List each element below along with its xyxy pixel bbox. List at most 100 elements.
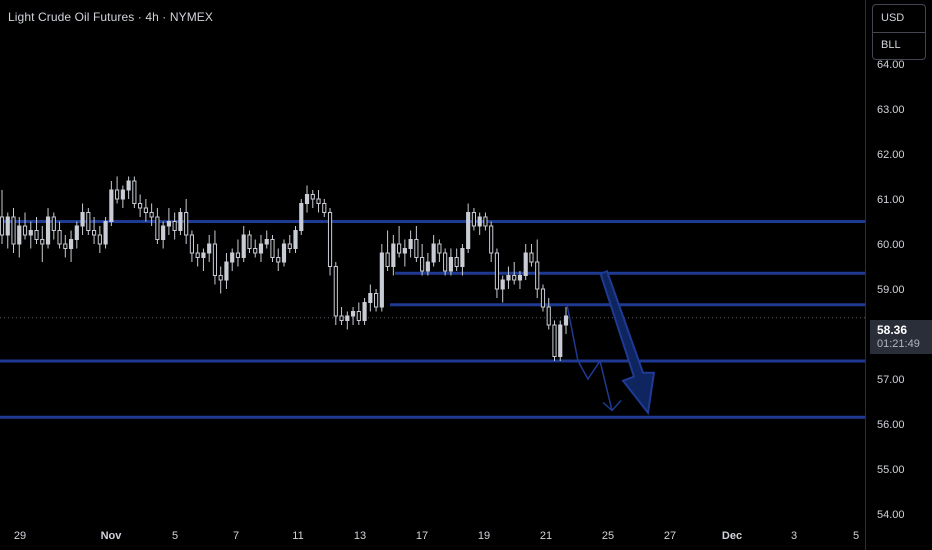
price-axis[interactable]: 64.0063.0062.0061.0060.0059.0058.0057.00…: [877, 59, 905, 521]
candle: [184, 199, 189, 244]
candle: [230, 248, 235, 271]
candles: [0, 176, 569, 361]
candle-body: [408, 239, 413, 249]
candle-body: [74, 225, 79, 240]
candle: [299, 199, 304, 235]
candle: [28, 221, 33, 249]
candle: [420, 244, 425, 276]
candle-body: [563, 315, 569, 326]
candle-body: [494, 252, 500, 290]
candle: [161, 221, 166, 249]
candle-body: [172, 221, 177, 231]
candle: [45, 208, 51, 249]
candle: [535, 239, 540, 298]
candle-body: [17, 225, 22, 245]
candle-body: [368, 293, 373, 303]
candle-body: [270, 239, 275, 258]
candle: [414, 226, 419, 262]
candle: [333, 262, 338, 325]
candle-body: [391, 243, 396, 267]
candle-body: [529, 252, 534, 263]
time-tick-label: 5: [853, 530, 859, 542]
candle-body: [299, 203, 304, 231]
candle: [126, 176, 131, 199]
candle: [138, 194, 143, 217]
projection-zigzag[interactable]: [566, 304, 613, 411]
candle: [195, 244, 200, 267]
candle: [235, 239, 241, 267]
candle-body: [420, 257, 425, 272]
chart-title: Light Crude Oil Futures · 4h · NYMEX: [8, 10, 214, 24]
currency-label[interactable]: USD: [881, 12, 905, 24]
time-tick-label: 21: [540, 530, 552, 542]
candle: [546, 298, 551, 330]
candle: [304, 185, 310, 213]
bar-countdown: 01:21:49: [877, 338, 920, 350]
candle: [391, 235, 396, 276]
candle-body: [517, 275, 523, 281]
candle: [17, 217, 22, 258]
candle-body: [45, 216, 51, 245]
candle-body: [212, 243, 218, 276]
candle-body: [264, 239, 269, 245]
candle: [293, 226, 298, 253]
price-tick-label: 56.00: [877, 419, 905, 431]
time-tick-label: 11: [292, 530, 303, 542]
candle-body: [138, 203, 143, 209]
candle: [402, 239, 407, 267]
candle: [477, 212, 482, 235]
candle: [529, 244, 534, 267]
candle-body: [126, 180, 131, 191]
candle: [11, 208, 16, 253]
candle-body: [28, 230, 33, 236]
candle-body: [460, 248, 465, 267]
candle-body: [500, 279, 505, 290]
candle-body: [431, 243, 436, 263]
candle: [558, 320, 563, 361]
candle: [143, 199, 148, 222]
candle: [40, 226, 45, 262]
unit-label[interactable]: BLL: [881, 39, 901, 51]
candle-body: [51, 216, 56, 231]
time-axis[interactable]: 29 Nov 5 7 11 13 17 19 21 25 27 Dec 3 5: [14, 530, 859, 542]
candle: [339, 307, 344, 325]
price-tick-label: 57.00: [877, 374, 905, 386]
candle: [356, 302, 361, 325]
candle: [253, 239, 258, 258]
currency-unit-selector[interactable]: USD BLL: [872, 4, 926, 60]
candle-body: [397, 243, 402, 254]
candle-body: [310, 194, 315, 200]
candle: [460, 244, 465, 276]
candle: [80, 203, 85, 235]
candle-body: [373, 293, 379, 308]
projection-zigzag-arrowhead[interactable]: [602, 399, 622, 412]
last-price-tag: 58.36 01:21:49: [870, 320, 932, 354]
candle-body: [258, 243, 264, 254]
candle: [327, 208, 333, 276]
candle-body: [241, 234, 246, 258]
candle: [540, 284, 546, 312]
candle: [397, 226, 402, 258]
candle: [512, 262, 517, 285]
candle: [63, 235, 68, 258]
candle-body: [506, 275, 511, 281]
candle: [201, 248, 206, 271]
candle: [373, 289, 379, 312]
candle: [120, 185, 125, 208]
candle: [287, 235, 292, 253]
candle: [97, 226, 102, 253]
projection-arrow[interactable]: [599, 269, 656, 416]
candle: [115, 176, 120, 204]
horizontal-levels[interactable]: [0, 220, 865, 419]
candle: [34, 217, 39, 244]
candle: [316, 190, 321, 213]
projection-drawings[interactable]: [566, 269, 656, 416]
candle: [103, 217, 108, 249]
candle: [523, 244, 528, 280]
time-tick-label: 19: [478, 530, 490, 542]
candle: [483, 212, 488, 231]
candle: [86, 208, 91, 235]
candle-body: [230, 252, 235, 263]
candle-body: [0, 216, 5, 236]
